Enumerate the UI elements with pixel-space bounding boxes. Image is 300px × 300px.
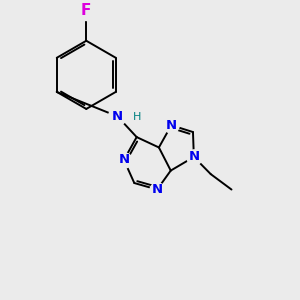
Text: N: N bbox=[112, 110, 123, 123]
Text: H: H bbox=[133, 112, 141, 122]
Text: F: F bbox=[81, 3, 92, 18]
Text: N: N bbox=[118, 153, 130, 167]
Text: N: N bbox=[152, 183, 163, 196]
Text: N: N bbox=[166, 119, 177, 132]
Text: N: N bbox=[188, 150, 200, 164]
